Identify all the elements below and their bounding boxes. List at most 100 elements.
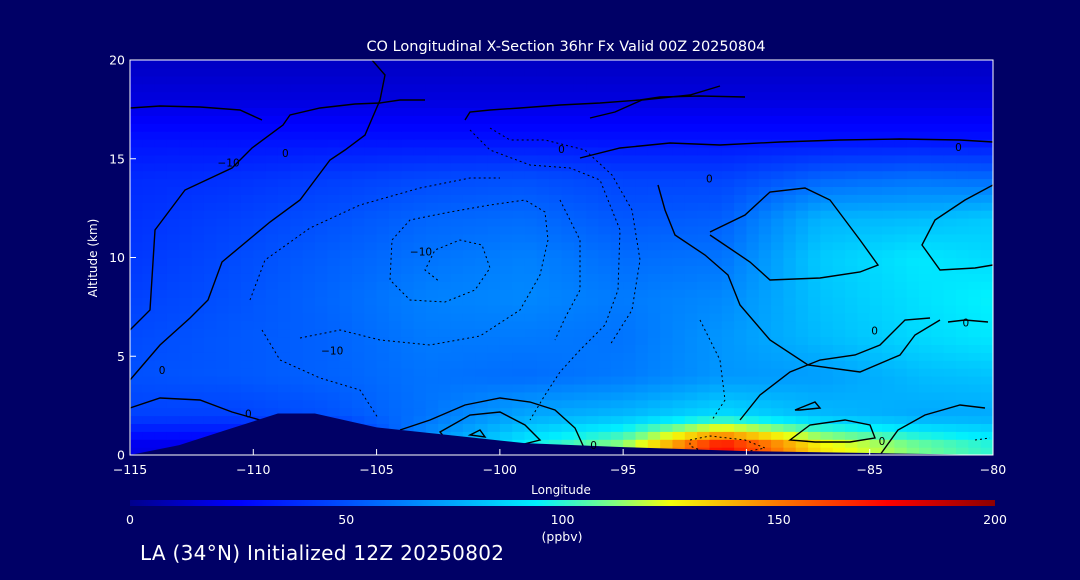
heatmap-cell: [228, 281, 242, 290]
heatmap-cell: [413, 273, 427, 282]
heatmap-cell: [647, 407, 661, 417]
heatmap-cell: [253, 328, 267, 338]
heatmap-cell: [906, 312, 920, 322]
heatmap-cell: [302, 131, 316, 140]
heatmap-cell: [623, 344, 637, 353]
heatmap-cell: [980, 194, 993, 203]
heatmap-cell: [376, 415, 390, 424]
heatmap-cell: [561, 423, 575, 432]
heatmap-cell: [746, 83, 760, 93]
heatmap-cell: [697, 273, 711, 282]
heatmap-cell: [142, 257, 156, 266]
heatmap-cell: [314, 139, 328, 148]
heatmap-cell: [721, 273, 735, 282]
heatmap-cell: [894, 115, 908, 124]
heatmap-cell: [845, 218, 858, 227]
heatmap-cell: [302, 336, 316, 345]
heatmap-cell: [536, 289, 550, 298]
heatmap-cell: [894, 344, 908, 353]
contour-label: 0: [955, 142, 962, 154]
heatmap-cell: [808, 123, 821, 132]
heatmap-cell: [672, 162, 686, 172]
heatmap-cell: [697, 360, 711, 369]
heatmap-cell: [314, 241, 328, 251]
heatmap-cell: [154, 99, 168, 108]
heatmap-cell: [413, 352, 427, 361]
heatmap-cell: [721, 265, 735, 274]
heatmap-cell: [265, 233, 279, 243]
heatmap-cell: [906, 289, 920, 298]
heatmap-cell: [388, 391, 402, 401]
heatmap-cell: [450, 352, 464, 361]
heatmap-cell: [240, 178, 254, 187]
heatmap-cell: [635, 233, 649, 243]
heatmap-cell: [438, 91, 452, 101]
heatmap-cell: [709, 146, 723, 156]
heatmap-cell: [845, 178, 858, 187]
heatmap-cell: [746, 297, 760, 306]
heatmap-cell: [438, 83, 452, 93]
heatmap-cell: [931, 273, 945, 282]
heatmap-cell: [512, 233, 526, 243]
heatmap-cell: [425, 233, 439, 243]
heatmap-cell: [130, 399, 143, 409]
heatmap-cell: [610, 75, 624, 85]
heatmap-cell: [721, 312, 735, 322]
heatmap-cell: [684, 383, 698, 393]
heatmap-cell: [401, 328, 415, 338]
heatmap-cell: [684, 194, 698, 203]
heatmap-cell: [376, 399, 390, 409]
heatmap-cell: [610, 265, 624, 274]
heatmap-cell: [980, 107, 993, 116]
colorbar-ticks: 0 50 100 150 200: [126, 512, 1007, 527]
heatmap-cell: [882, 75, 895, 85]
heatmap-cell: [277, 123, 291, 132]
heatmap-cell: [684, 123, 698, 132]
heatmap-cell: [438, 202, 452, 211]
heatmap-cell: [623, 83, 637, 93]
heatmap-cell: [771, 399, 785, 409]
heatmap-cell: [351, 170, 365, 180]
heatmap-cell: [142, 91, 156, 101]
heatmap-cell: [314, 312, 328, 322]
heatmap-cell: [425, 399, 439, 409]
heatmap-cell: [635, 162, 649, 172]
heatmap-cell: [475, 178, 489, 187]
heatmap-cell: [228, 344, 242, 353]
heatmap-cell: [450, 376, 464, 385]
heatmap-cell: [450, 297, 464, 306]
heatmap-cell: [228, 320, 242, 330]
heatmap-cell: [931, 170, 945, 180]
heatmap-cell: [549, 131, 563, 140]
heatmap-cell: [968, 154, 982, 164]
heatmap-cell: [549, 289, 563, 298]
heatmap-cell: [820, 336, 834, 345]
heatmap-cell: [820, 383, 834, 393]
heatmap-cell: [450, 99, 464, 108]
heatmap-cell: [154, 273, 168, 282]
heatmap-cell: [376, 186, 390, 195]
contour-label: 0: [879, 436, 886, 448]
footer-info: LA (34°N) Initialized 12Z 20250802: [140, 541, 505, 565]
heatmap-cell: [894, 376, 908, 385]
heatmap-cell: [721, 383, 735, 393]
heatmap-cell: [413, 146, 427, 156]
heatmap-cell: [573, 423, 587, 432]
heatmap-cell: [882, 99, 895, 108]
heatmap-cell: [475, 249, 489, 259]
heatmap-cell: [450, 249, 464, 259]
heatmap-cell: [598, 336, 612, 345]
heatmap-cell: [771, 123, 785, 132]
heatmap-cell: [512, 344, 526, 353]
heatmap-cell: [499, 407, 513, 417]
heatmap-cell: [314, 265, 328, 274]
heatmap-cell: [524, 233, 538, 243]
heatmap-cell: [351, 202, 365, 211]
heatmap-cell: [277, 139, 291, 148]
heatmap-cell: [154, 391, 168, 401]
heatmap-cell: [845, 328, 858, 338]
heatmap-cell: [586, 131, 600, 140]
heatmap-cell: [943, 328, 957, 338]
heatmap-cell: [573, 178, 587, 187]
heatmap-cell: [832, 107, 846, 116]
